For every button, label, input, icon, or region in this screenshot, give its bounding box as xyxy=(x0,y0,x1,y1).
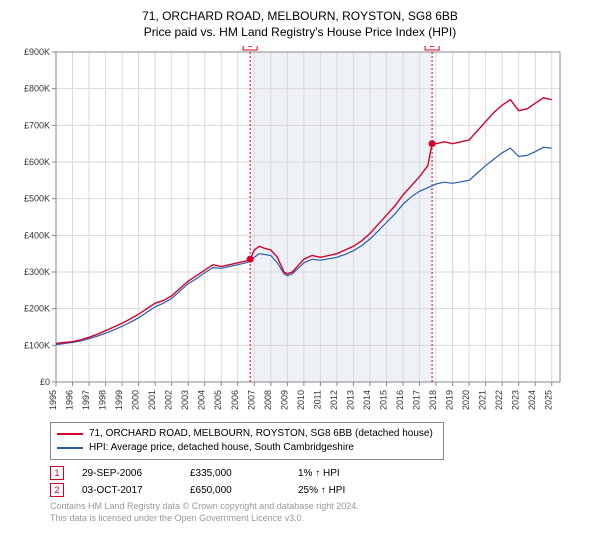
sale-row-marker: 2 xyxy=(50,483,64,497)
x-tick-label: 1998 xyxy=(98,390,108,410)
x-tick-label: 2023 xyxy=(511,390,521,410)
x-tick-label: 1996 xyxy=(65,390,75,410)
sale-point xyxy=(247,256,254,263)
sale-row: 2 03-OCT-2017 £650,000 25% ↑ HPI xyxy=(50,483,586,497)
x-tick-label: 2008 xyxy=(263,390,273,410)
footer-line-1: Contains HM Land Registry data © Crown c… xyxy=(50,501,586,513)
x-tick-label: 1999 xyxy=(114,390,124,410)
chart-title: 71, ORCHARD ROAD, MELBOURN, ROYSTON, SG8… xyxy=(10,8,590,40)
x-tick-label: 1995 xyxy=(48,390,58,410)
x-tick-label: 2005 xyxy=(213,390,223,410)
sale-point xyxy=(429,141,436,148)
y-tick-label: £0 xyxy=(40,377,50,387)
x-tick-label: 2002 xyxy=(164,390,174,410)
x-tick-label: 2013 xyxy=(345,390,355,410)
x-tick-label: 2011 xyxy=(312,390,322,409)
x-tick-label: 2014 xyxy=(362,390,372,410)
y-tick-label: £500K xyxy=(24,194,50,204)
x-tick-label: 2021 xyxy=(478,390,488,410)
legend-box: 71, ORCHARD ROAD, MELBOURN, ROYSTON, SG8… xyxy=(50,422,444,460)
legend-label: HPI: Average price, detached house, Sout… xyxy=(89,441,354,455)
sale-row: 1 29-SEP-2006 £335,000 1% ↑ HPI xyxy=(50,466,586,480)
legend-swatch xyxy=(57,433,83,435)
x-tick-label: 2015 xyxy=(378,390,388,410)
x-tick-label: 2025 xyxy=(544,390,554,410)
x-tick-label: 2018 xyxy=(428,390,438,410)
x-tick-label: 2010 xyxy=(296,390,306,410)
legend-swatch xyxy=(57,447,83,449)
footer-line-2: This data is licensed under the Open Gov… xyxy=(50,513,586,525)
y-tick-label: £600K xyxy=(24,157,50,167)
title-line-2: Price paid vs. HM Land Registry's House … xyxy=(10,24,590,40)
legend-label: 71, ORCHARD ROAD, MELBOURN, ROYSTON, SG8… xyxy=(89,427,433,441)
y-tick-label: £300K xyxy=(24,267,50,277)
x-tick-label: 2009 xyxy=(279,390,289,410)
sale-date: 29-SEP-2006 xyxy=(82,468,172,479)
footer-text: Contains HM Land Registry data © Crown c… xyxy=(50,501,586,524)
ownership-band xyxy=(250,52,432,382)
y-tick-label: £900K xyxy=(24,47,50,57)
x-tick-label: 2004 xyxy=(197,390,207,410)
chart-svg: £0 £100K £200K £300K £400K £500K £600K £700K £80… xyxy=(10,46,570,416)
x-tick-label: 1997 xyxy=(81,390,91,410)
x-tick-label: 2016 xyxy=(395,390,405,410)
x-tick-label: 2003 xyxy=(180,390,190,410)
sale-pct: 1% ↑ HPI xyxy=(298,468,388,479)
x-tick-label: 2024 xyxy=(527,390,537,410)
sale-pct: 25% ↑ HPI xyxy=(298,485,388,496)
y-tick-label: £400K xyxy=(24,231,50,241)
x-tick-label: 2017 xyxy=(412,390,422,410)
sale-flag-number: 1 xyxy=(248,46,253,49)
x-tick-label: 2020 xyxy=(461,390,471,410)
x-tick-label: 2019 xyxy=(445,390,455,410)
x-tick-label: 2012 xyxy=(329,390,339,410)
sale-price: £335,000 xyxy=(190,468,280,479)
sale-date: 03-OCT-2017 xyxy=(82,485,172,496)
y-tick-label: £700K xyxy=(24,121,50,131)
title-line-1: 71, ORCHARD ROAD, MELBOURN, ROYSTON, SG8… xyxy=(10,8,590,24)
x-tick-label: 2000 xyxy=(131,390,141,410)
x-tick-label: 2007 xyxy=(246,390,256,410)
sale-price: £650,000 xyxy=(190,485,280,496)
legend-row: 71, ORCHARD ROAD, MELBOURN, ROYSTON, SG8… xyxy=(57,427,437,441)
x-tick-label: 2006 xyxy=(230,390,240,410)
chart-canvas: £0 £100K £200K £300K £400K £500K £600K £700K £80… xyxy=(10,46,590,416)
sale-row-marker: 1 xyxy=(50,466,64,480)
sales-table: 1 29-SEP-2006 £335,000 1% ↑ HPI 2 03-OCT-2017… xyxy=(50,466,586,497)
sale-flag-number: 2 xyxy=(430,46,435,49)
y-tick-label: £100K xyxy=(24,341,50,351)
x-tick-label: 2022 xyxy=(494,390,504,410)
x-tick-label: 2001 xyxy=(147,390,157,410)
legend-row: HPI: Average price, detached house, Sout… xyxy=(57,441,437,455)
y-tick-label: £800K xyxy=(24,84,50,94)
y-tick-label: £200K xyxy=(24,304,50,314)
